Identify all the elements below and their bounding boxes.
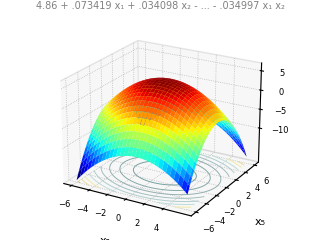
Y-axis label: x₅: x₅	[254, 217, 266, 227]
Title: 4.86 + .073419 x₁ + .034098 x₂ - ... - .034997 x₁ x₂: 4.86 + .073419 x₁ + .034098 x₂ - ... - .…	[36, 1, 284, 11]
X-axis label: x₂: x₂	[100, 236, 111, 240]
